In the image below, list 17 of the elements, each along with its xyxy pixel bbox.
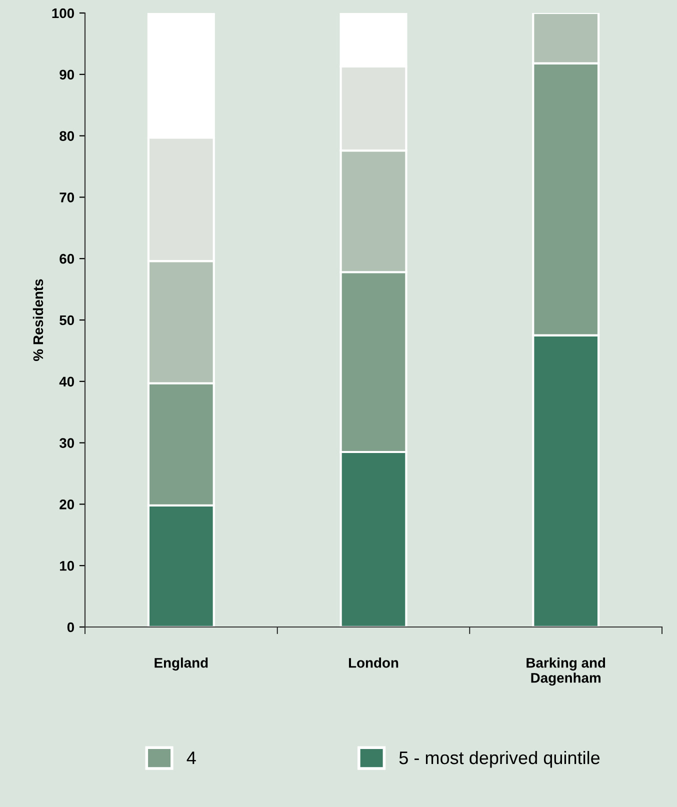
- y-tick-label: 30: [59, 438, 74, 448]
- y-tick-label: 40: [59, 376, 74, 387]
- y-tick-label: 80: [60, 131, 74, 141]
- y-tick-label: 100: [52, 8, 74, 18]
- y-tick-label: 50: [60, 315, 74, 326]
- y-tick-label: 20: [60, 500, 74, 510]
- y-axis-title: % Residents: [32, 279, 44, 361]
- y-tick-label: 70: [60, 192, 74, 202]
- y-tick-label: 10: [60, 560, 74, 571]
- y-tick-label: 90: [60, 70, 74, 80]
- legend-label: 5 - most deprived quintile: [399, 750, 600, 768]
- x-tick-label: Barking and Dagenham: [526, 658, 606, 686]
- legend-label: 4: [186, 752, 196, 764]
- y-tick-label: 60: [60, 254, 74, 264]
- x-tick-label: England: [154, 658, 208, 671]
- x-tick-label: London: [348, 658, 398, 668]
- y-tick-label: 0: [67, 622, 74, 632]
